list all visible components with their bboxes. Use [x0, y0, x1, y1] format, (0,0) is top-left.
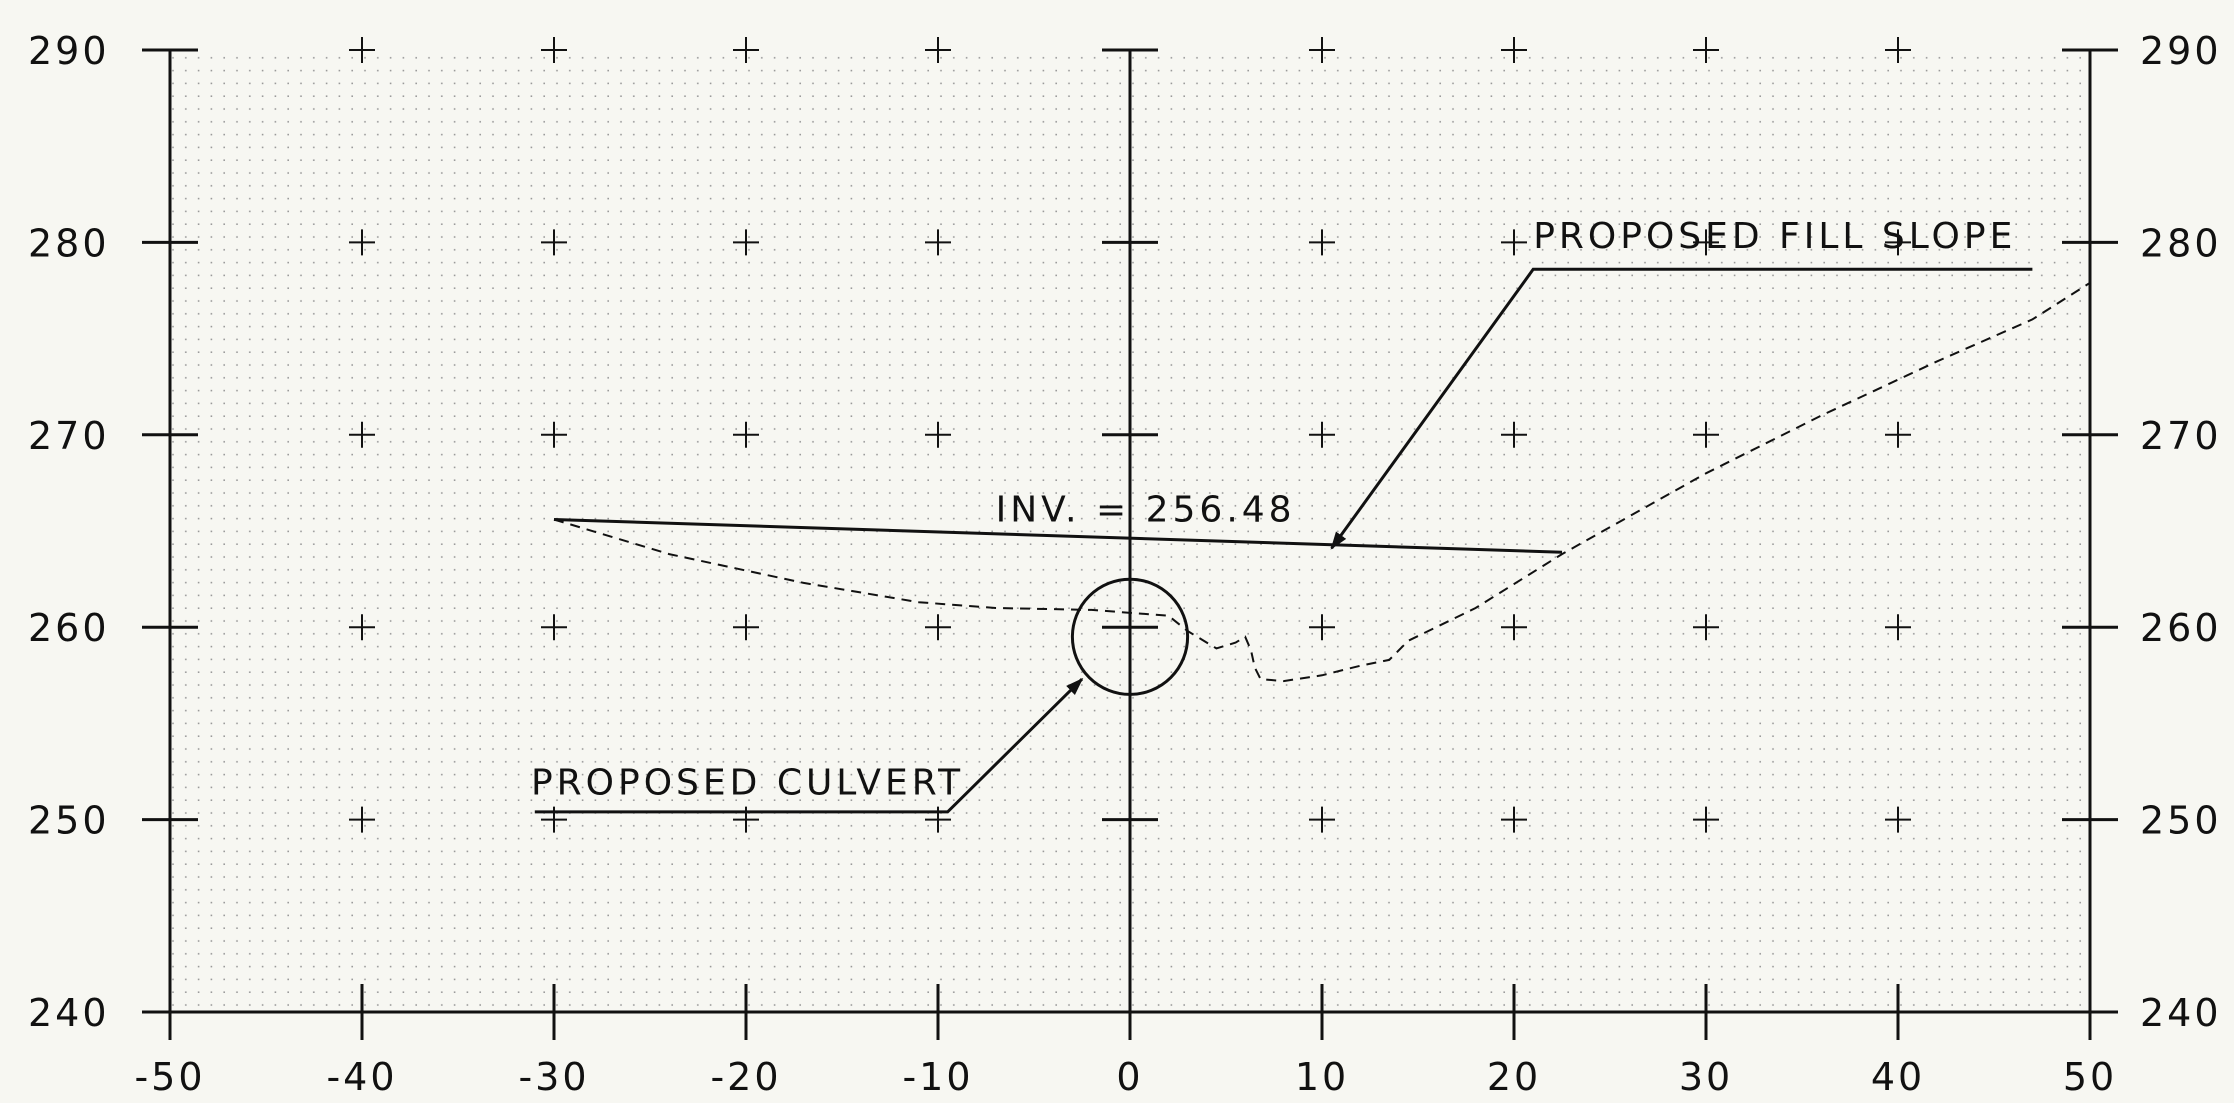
y-tick-label-left: 270: [28, 414, 110, 458]
y-tick-label-left: 290: [28, 29, 110, 73]
grid-crosses: [349, 37, 1911, 833]
y-tick-label-left: 250: [28, 799, 110, 843]
grid-cross: [1501, 806, 1527, 833]
x-tick-label: 30: [1679, 1055, 1733, 1099]
grid-cross: [1885, 37, 1911, 63]
grid-cross: [541, 421, 567, 448]
proposed-fill-line: [553, 518, 1563, 554]
grid-cross: [1885, 229, 1911, 256]
y-tick-label-left: 240: [28, 991, 110, 1035]
grid-cross: [1693, 614, 1719, 641]
grid-cross: [1885, 614, 1911, 641]
grid-cross: [925, 614, 951, 641]
y-tick-label-right: 260: [2140, 606, 2222, 650]
x-tick-label: 20: [1487, 1055, 1541, 1099]
x-tick-label: 10: [1295, 1055, 1349, 1099]
grid-cross: [733, 421, 759, 448]
culvert-label: PROPOSED CULVERT: [531, 763, 964, 804]
x-tick-label: -20: [710, 1055, 781, 1099]
fill-slope-label: PROPOSED FILL SLOPE: [1533, 216, 2016, 257]
grid-cross: [541, 614, 567, 641]
grid-cross: [925, 37, 951, 63]
x-tick-label: 50: [2063, 1055, 2117, 1099]
grid-cross: [541, 37, 567, 63]
x-tick-label: -30: [518, 1055, 589, 1099]
grid-cross: [925, 229, 951, 256]
grid-cross: [1501, 421, 1527, 448]
grid-cross: [1501, 229, 1527, 256]
x-tick-label: -50: [134, 1055, 205, 1099]
y-tick-label-left: 280: [28, 221, 110, 265]
grid-cross: [1309, 806, 1335, 833]
y-tick-labels-left: 240 250 260 270 280 290: [28, 29, 110, 1035]
y-tick-label-right: 280: [2140, 221, 2222, 265]
x-tick-label: 0: [1116, 1055, 1143, 1099]
existing-ground-line: [553, 281, 2091, 683]
y-tick-label-right: 250: [2140, 799, 2222, 843]
grid-cross: [349, 614, 375, 641]
y-tick-label-right: 270: [2140, 414, 2222, 458]
grid-cross: [1309, 614, 1335, 641]
grid-cross: [1309, 421, 1335, 448]
grid-cross: [1693, 229, 1719, 256]
x-tick-label: -40: [326, 1055, 397, 1099]
grid-cross: [349, 806, 375, 833]
fill-slope-leader-arrow: [1330, 267, 2033, 550]
grid-cross: [1501, 37, 1527, 63]
grid-cross: [925, 421, 951, 448]
grid-cross: [1693, 37, 1719, 63]
grid-cross: [349, 229, 375, 256]
grid-cross: [349, 421, 375, 448]
x-tick-label: -10: [902, 1055, 973, 1099]
y-tick-label-right: 240: [2140, 991, 2222, 1035]
culvert-circle: [1070, 577, 1190, 696]
grid-cross: [1309, 37, 1335, 63]
grid-cross: [733, 229, 759, 256]
grid-cross: [733, 614, 759, 641]
invert-elevation-label: INV. = 256.48: [996, 489, 1296, 530]
grid-cross: [1309, 229, 1335, 256]
grid-cross: [733, 37, 759, 63]
grid-cross: [1885, 806, 1911, 833]
grid-cross: [1885, 421, 1911, 448]
grid-cross: [1693, 421, 1719, 448]
y-tick-labels-right: 240 250 260 270 280 290: [2140, 29, 2222, 1035]
culvert-leader-arrow: [534, 677, 1084, 814]
grid-cross: [1501, 614, 1527, 641]
grid-cross: [541, 229, 567, 256]
y-tick-label-left: 260: [28, 606, 110, 650]
grid-cross: [349, 37, 375, 63]
x-tick-label: 40: [1871, 1055, 1925, 1099]
x-tick-labels: -50 -40 -30 -20 -10 0 10 20 30 40 50: [134, 1055, 2117, 1099]
grid-cross: [1693, 806, 1719, 833]
y-tick-label-right: 290: [2140, 29, 2222, 73]
